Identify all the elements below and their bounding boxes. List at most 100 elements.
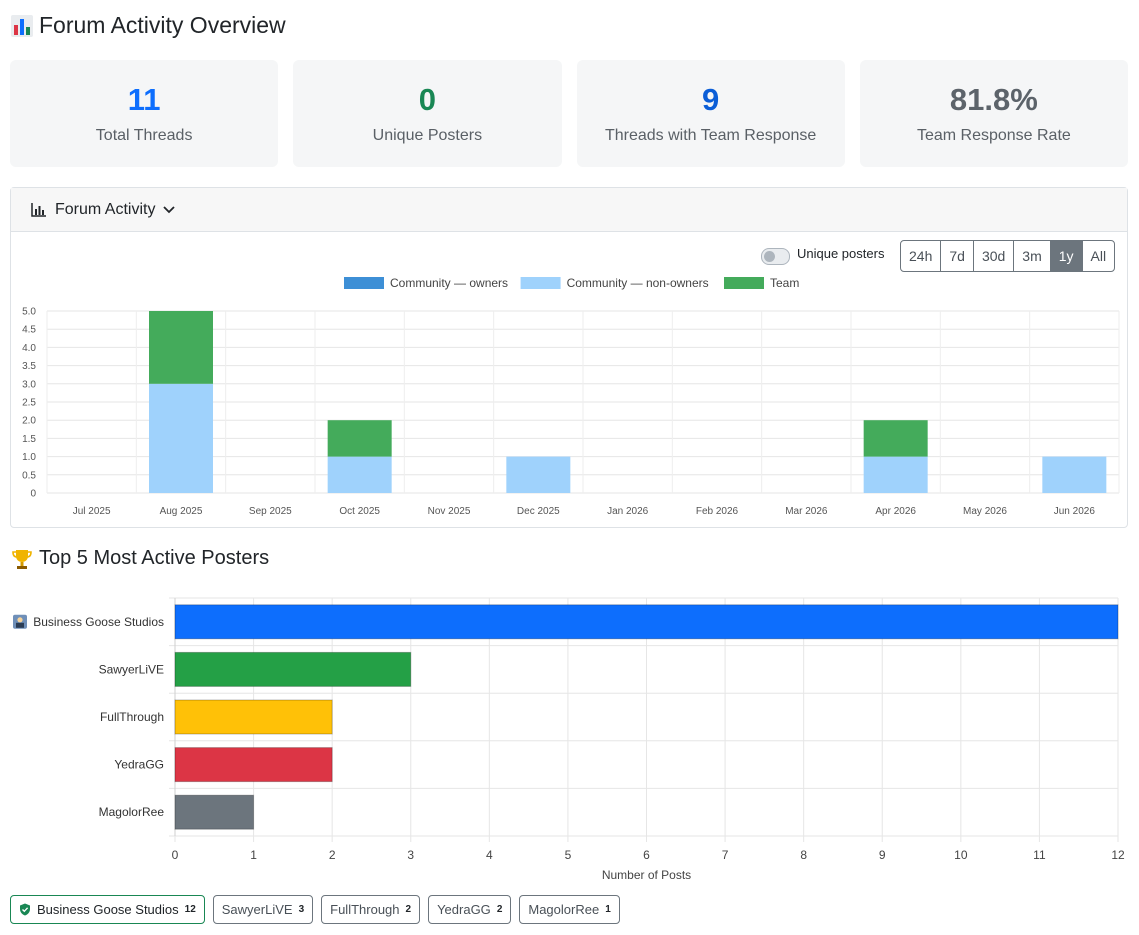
y-tick-label: 4.0 <box>22 343 36 354</box>
poster-bar <box>174 699 333 735</box>
x-tick-label: 10 <box>954 848 968 862</box>
poster-chip-name: YedraGG <box>437 902 491 917</box>
x-tick-label: Aug 2025 <box>160 506 203 517</box>
range-all-button[interactable]: All <box>1081 241 1115 271</box>
x-tick-label: Apr 2026 <box>875 506 916 517</box>
x-tick-label: 12 <box>1111 848 1125 862</box>
stat-value: 81.8% <box>949 82 1038 117</box>
y-tick-label: 0.5 <box>22 470 36 481</box>
x-tick-label: Jul 2025 <box>73 506 111 517</box>
bar-segment <box>863 456 928 493</box>
legend-label: Community — owners <box>390 276 508 290</box>
bar-segment <box>149 383 213 493</box>
page-title-text: Forum Activity Overview <box>39 12 286 38</box>
y-tick-label: 5.0 <box>22 307 36 318</box>
legend-swatch <box>344 277 384 289</box>
poster-chip-count: 12 <box>184 904 196 915</box>
poster-chip-name: MagolorRee <box>528 902 600 917</box>
y-tick-label: MagolorRee <box>99 805 165 819</box>
team-icon <box>13 614 27 629</box>
forum-activity-title: Forum Activity <box>55 200 156 218</box>
poster-chip-name: SawyerLiVE <box>221 902 293 917</box>
x-tick-label: 6 <box>643 848 650 862</box>
stat-value: 0 <box>418 82 436 117</box>
range-7d-button[interactable]: 7d <box>940 241 973 271</box>
y-tick-label: FullThrough <box>100 710 164 724</box>
poster-bar <box>174 747 333 783</box>
poster-bar <box>174 794 255 830</box>
stat-total-threads: 11 Total Threads <box>10 60 279 167</box>
stat-label: Team Response Rate <box>916 127 1071 144</box>
y-tick-label: 0 <box>30 489 36 500</box>
stats-row: 11 Total Threads 0 Unique Posters 9 Thre… <box>10 60 1128 167</box>
y-tick-label: 3.5 <box>22 361 36 372</box>
poster-chips: Business Goose Studios 12 SawyerLiVE 3 F… <box>10 895 620 924</box>
x-tick-label: 0 <box>172 848 179 862</box>
x-tick-label: Oct 2025 <box>339 506 380 517</box>
bar-segment <box>327 456 392 493</box>
x-tick-label: May 2026 <box>963 506 1007 517</box>
poster-chip[interactable]: SawyerLiVE 3 <box>212 895 314 924</box>
stat-value: 9 <box>702 82 720 117</box>
x-tick-label: 1 <box>250 848 257 862</box>
x-tick-label: Mar 2026 <box>785 506 828 517</box>
x-tick-label: 7 <box>722 848 729 862</box>
range-24h-button[interactable]: 24h <box>909 248 933 264</box>
range-selector: 24h 7d 30d 3m 1y All <box>900 240 1116 272</box>
x-tick-label: 8 <box>800 848 807 862</box>
shield-icon <box>20 903 30 916</box>
x-tick-label: 5 <box>565 848 572 862</box>
poster-chip[interactable]: YedraGG 2 <box>428 895 512 924</box>
bar-segment <box>1042 456 1107 493</box>
x-tick-label: 3 <box>407 848 414 862</box>
range-3m-button[interactable]: 3m <box>1013 241 1049 271</box>
x-tick-label: Jan 2026 <box>607 506 649 517</box>
y-tick-label: 2.0 <box>22 416 36 427</box>
forum-activity-card: Forum Activity Unique posters 24h 7d 30d… <box>10 187 1128 528</box>
poster-chip[interactable]: MagolorRee 1 <box>519 895 620 924</box>
stat-label: Total Threads <box>95 127 193 144</box>
range-30d-button[interactable]: 30d <box>972 241 1013 271</box>
y-tick-label: 2.5 <box>22 398 36 409</box>
poster-chip-count: 2 <box>405 904 412 915</box>
poster-chip[interactable]: Business Goose Studios 12 <box>10 895 205 924</box>
bar-segment <box>506 456 571 493</box>
x-tick-label: Nov 2025 <box>428 506 471 517</box>
bar-segment <box>327 420 392 457</box>
range-1y-button[interactable]: 1y <box>1049 241 1082 271</box>
top-posters-title-text: Top 5 Most Active Posters <box>39 547 270 569</box>
trophy-icon <box>12 549 32 569</box>
x-axis-label: Number of Posts <box>602 868 691 882</box>
team-icon-body <box>16 622 24 628</box>
x-tick-label: Jun 2026 <box>1054 506 1096 517</box>
x-tick-label: Feb 2026 <box>696 506 739 517</box>
legend-swatch <box>724 277 764 289</box>
x-tick-label: 4 <box>486 848 493 862</box>
y-tick-label: SawyerLiVE <box>99 662 164 676</box>
y-tick-label: 1.0 <box>22 452 36 463</box>
legend-label: Team <box>770 276 799 290</box>
legend-item: Community — owners <box>344 276 508 290</box>
legend-label: Community — non-owners <box>567 276 709 290</box>
poster-chip-count: 3 <box>298 904 305 915</box>
top-posters-title: Top 5 Most Active Posters <box>11 547 269 570</box>
y-tick-label: 4.5 <box>22 325 36 336</box>
unique-posters-toggle[interactable] <box>761 248 790 265</box>
legend-item: Community — non-owners <box>520 276 709 290</box>
y-tick-label: Business Goose Studios <box>33 615 164 629</box>
chart-icon <box>31 202 46 217</box>
y-tick-label: 3.0 <box>22 379 36 390</box>
x-tick-label: 2 <box>329 848 336 862</box>
forum-activity-header[interactable]: Forum Activity <box>11 188 1127 232</box>
poster-bar <box>174 651 412 687</box>
x-tick-label: Sep 2025 <box>249 506 292 517</box>
x-tick-label: 9 <box>879 848 886 862</box>
bar-segment <box>863 420 928 457</box>
legend-item: Team <box>724 276 799 290</box>
stat-value: 11 <box>127 82 161 117</box>
stat-team-response-threads: 9 Threads with Team Response <box>576 60 845 167</box>
poster-bar <box>174 604 1119 640</box>
poster-chip[interactable]: FullThrough 2 <box>321 895 421 924</box>
stat-unique-posters: 0 Unique Posters <box>293 60 562 167</box>
